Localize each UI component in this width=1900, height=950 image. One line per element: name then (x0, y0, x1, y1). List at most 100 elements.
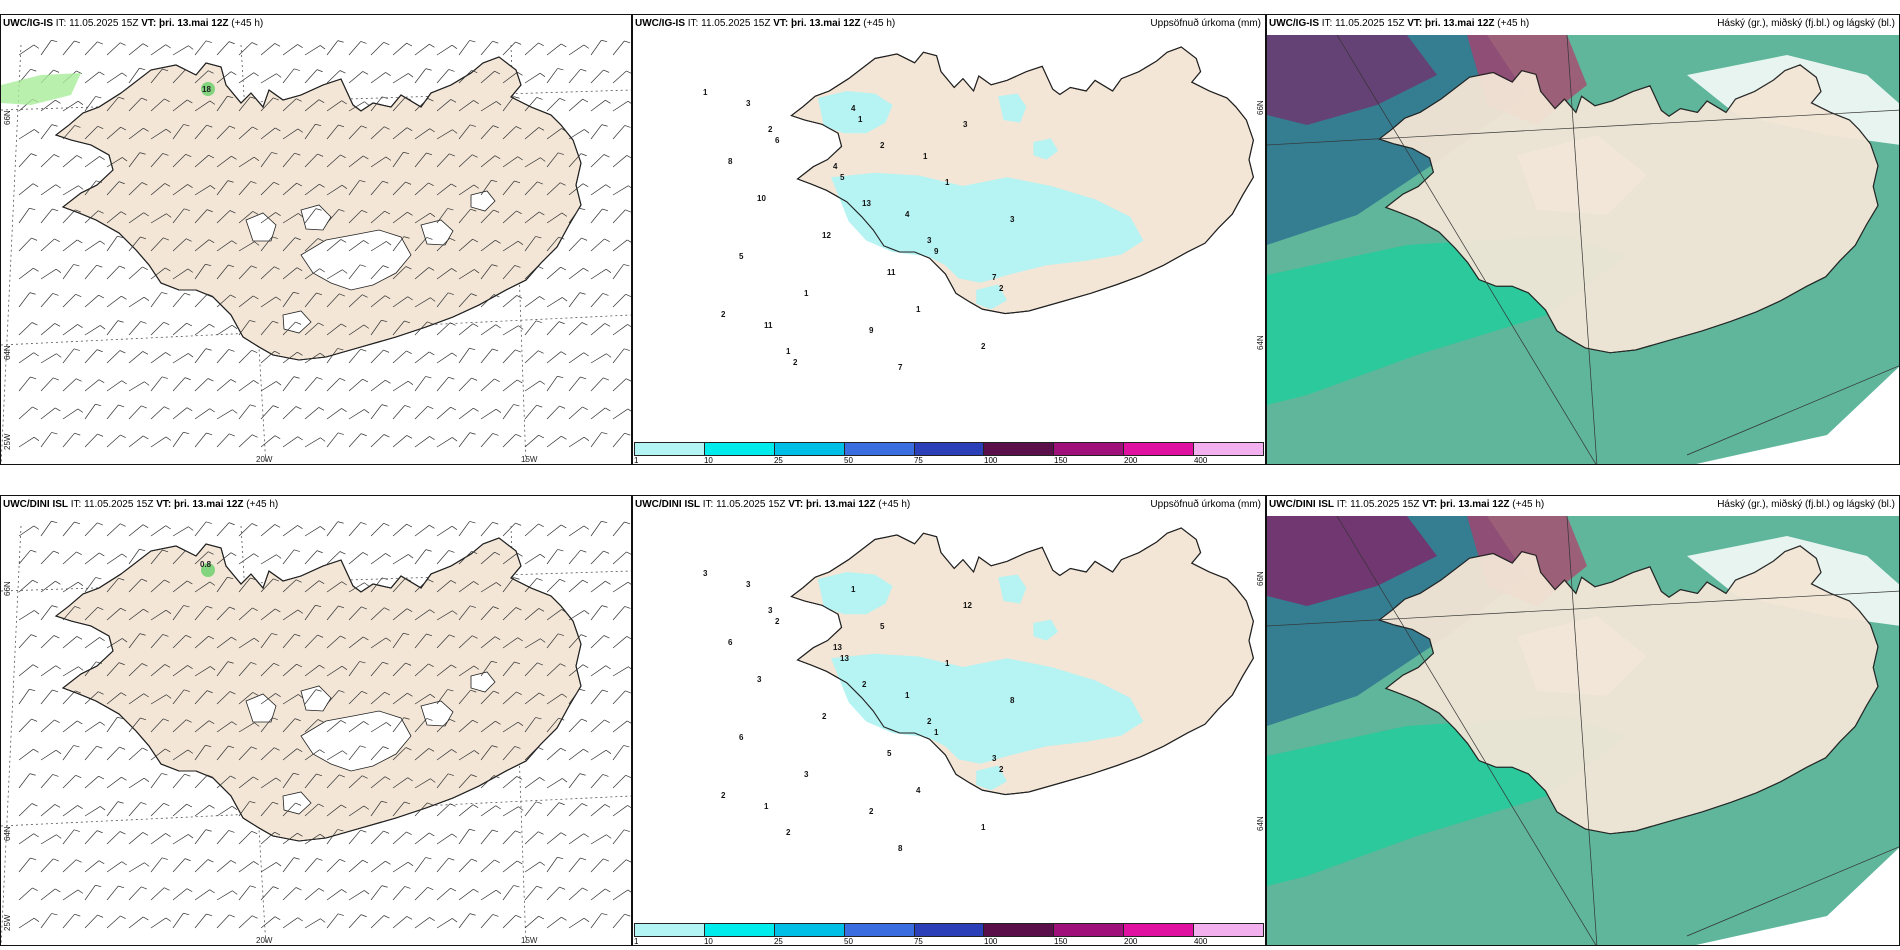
wind-barb (436, 773, 449, 789)
wind-barb (216, 264, 229, 280)
wind-barb (568, 718, 582, 733)
wind-barb (326, 70, 341, 84)
wind-barb (480, 521, 493, 537)
wind-barb (414, 351, 430, 364)
wind-barb (524, 777, 540, 789)
wind-barb (502, 71, 518, 84)
wind-barb (436, 857, 449, 873)
precip-value-label: 2 (721, 310, 726, 319)
wind-barb (216, 349, 230, 364)
wind-barb (106, 96, 119, 112)
wind-barb (304, 208, 317, 224)
precip-area (1033, 619, 1059, 641)
wind-barb (612, 745, 624, 761)
wind-barb (348, 378, 363, 392)
wind-barb (128, 127, 144, 140)
wind-barb (18, 322, 33, 336)
wind-barb (326, 720, 342, 733)
wind-barb (282, 718, 296, 733)
wind-barb (282, 267, 298, 280)
wind-barb (370, 379, 386, 392)
precip-value-label: 1 (764, 802, 769, 811)
cloud-map (1267, 15, 1899, 464)
wind-barb (106, 236, 118, 252)
wind-barb (502, 295, 518, 308)
wind-barb (348, 71, 364, 84)
wind-barb (502, 210, 517, 224)
wind-barb (40, 719, 55, 733)
legend-tick-label: 400 (1193, 937, 1208, 946)
wind-marker-circle (201, 563, 215, 577)
wind-barb (348, 264, 361, 280)
wind-barb (40, 293, 54, 308)
wind-barb (40, 635, 55, 649)
wind-barb (414, 917, 430, 929)
legend-tick-label: 10 (703, 456, 713, 465)
wind-barb (238, 211, 254, 224)
wind-barb (238, 861, 254, 873)
precip-value-label: 5 (739, 252, 744, 261)
wind-barb (216, 522, 230, 537)
wind-barb (458, 208, 471, 224)
wind-barb (194, 913, 207, 929)
wind-barb (304, 238, 319, 252)
wind-barb (40, 521, 52, 537)
wind-barb (260, 663, 274, 677)
wind-barb (546, 236, 559, 252)
wind-barb (18, 579, 33, 593)
precip-value-label: 2 (869, 807, 874, 816)
wind-barb (216, 155, 232, 168)
wind-barb (150, 773, 162, 789)
wind-barb (62, 40, 75, 56)
wind-barb (370, 801, 382, 817)
wind-barb (304, 550, 318, 565)
wind-barb (260, 73, 277, 84)
wind-barb (436, 833, 453, 845)
precip-area (998, 574, 1027, 604)
wind-barb (260, 266, 275, 280)
wind-barb (84, 637, 100, 649)
precip-value-label: 3 (927, 236, 932, 245)
wind-barb (84, 806, 101, 817)
wind-barb (370, 434, 385, 448)
wind-barb (392, 266, 407, 280)
wind-barb (18, 857, 31, 873)
wind-barb (238, 380, 254, 392)
legend-color-cell (914, 443, 985, 455)
precip-value-label: 1 (858, 115, 863, 124)
wind-barb (106, 801, 119, 817)
wind-barb (348, 606, 362, 621)
wind-barb (502, 661, 515, 677)
wind-barb (502, 885, 514, 901)
wind-barb (370, 96, 383, 112)
wind-barb (502, 404, 514, 420)
wind-barb (106, 380, 122, 392)
wind-barb (348, 552, 364, 565)
wind-barb (348, 210, 362, 224)
wind-barb (194, 745, 206, 761)
wind-barb (502, 577, 515, 593)
wind-barb (436, 525, 453, 537)
wind-barb (282, 579, 297, 593)
precip-value-label: 1 (981, 823, 986, 832)
wind-barb (414, 237, 428, 252)
wind-barb (106, 662, 120, 677)
wind-barb (128, 916, 144, 929)
wind-barb (480, 70, 495, 84)
wind-barb (282, 887, 297, 901)
wind-barb (348, 324, 365, 336)
wind-barb (414, 436, 430, 448)
wind-barb (128, 152, 141, 168)
cloud-map-title: UWC/DINI ISL IT: 11.05.2025 15Z VT: þri.… (1269, 499, 1545, 510)
wind-barb (282, 237, 296, 252)
wind-barb (40, 154, 55, 168)
precip-value-label: 2 (793, 358, 798, 367)
precip-map-variable-title: Uppsöfnuð úrkoma (mm) (1150, 18, 1261, 29)
wind-barb (546, 832, 562, 845)
wind-barb (172, 432, 184, 448)
wind-barb (40, 353, 57, 364)
wind-barb (216, 661, 229, 677)
wind-barb (18, 153, 32, 168)
wind-barb (568, 917, 585, 929)
wind-marker-circle (201, 82, 215, 96)
